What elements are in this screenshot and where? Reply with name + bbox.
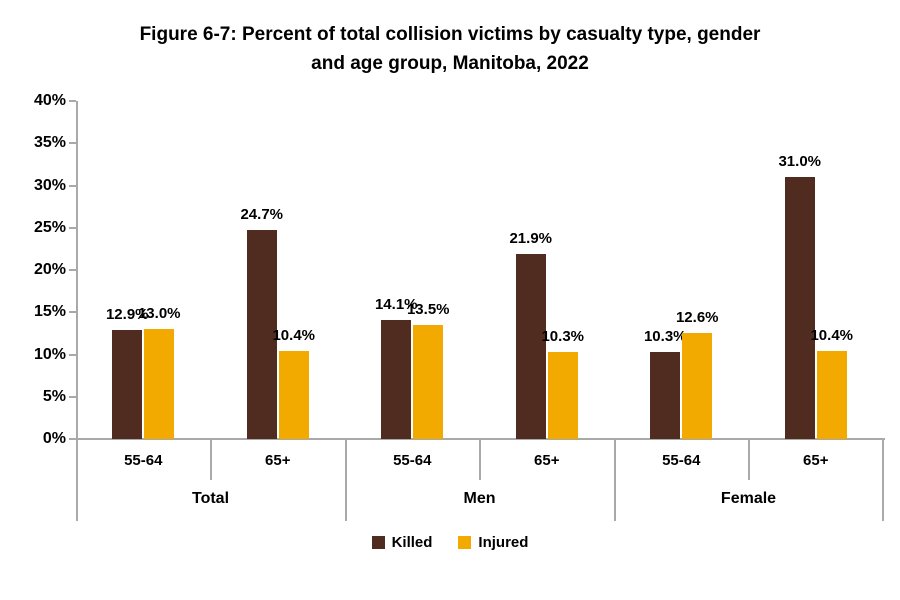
bar-value-label: 14.1% — [374, 295, 418, 313]
bar-injured — [547, 351, 578, 439]
legend-swatch-killed — [371, 536, 385, 549]
y-axis-tick-mark — [69, 395, 76, 398]
bar-value-label: 12.9% — [105, 305, 149, 323]
bar-killed — [784, 177, 815, 439]
bar-injured — [682, 332, 713, 439]
legend-item-injured: Injured — [458, 534, 528, 551]
bar-killed — [650, 351, 681, 439]
chart-title-line-1: Figure 6-7: Percent of total collision v… — [139, 24, 761, 45]
bar-value-label: 21.9% — [509, 229, 553, 247]
legend-label: Injured — [478, 534, 529, 551]
bar-killed — [381, 319, 412, 439]
group-label: Female — [720, 490, 777, 507]
y-axis-tick-label: 35% — [33, 134, 66, 152]
y-axis-tick-label: 25% — [33, 218, 66, 236]
y-axis-tick-mark — [69, 353, 76, 356]
y-axis-tick-mark — [69, 100, 76, 102]
group-separator — [882, 439, 884, 521]
group-separator — [614, 439, 616, 521]
legend: Killed Injured — [0, 534, 900, 551]
bar-killed — [515, 253, 546, 439]
category-label: 55-64 — [662, 452, 701, 469]
y-axis-line — [76, 101, 78, 521]
group-label: Men — [463, 490, 496, 507]
category-separator — [209, 439, 212, 480]
legend-item-killed: Killed — [371, 534, 433, 551]
y-axis-tick-mark — [69, 269, 76, 271]
y-axis-tick-label: 5% — [42, 387, 66, 405]
bar-value-label: 10.3% — [643, 327, 687, 345]
y-axis-tick-mark — [69, 184, 76, 187]
bar-injured — [278, 351, 309, 439]
bar-value-label: 10.4% — [810, 327, 854, 345]
bar-injured — [816, 351, 847, 439]
y-axis-tick-label: 15% — [33, 303, 66, 321]
y-axis-tick-mark — [69, 311, 76, 314]
group-separator — [345, 439, 347, 521]
bar-value-label: 10.3% — [541, 327, 585, 345]
category-label: 65+ — [265, 452, 291, 469]
group-separator — [76, 439, 78, 521]
bar-value-label: 10.4% — [272, 327, 316, 345]
y-axis-tick-mark — [69, 142, 76, 145]
legend-label: Killed — [391, 534, 433, 551]
y-axis-tick-label: 30% — [33, 176, 66, 194]
bar-value-label: 13.5% — [406, 300, 450, 318]
category-label: 55-64 — [393, 452, 432, 469]
category-label: 65+ — [803, 452, 829, 469]
chart-title-line-2: and age group, Manitoba, 2022 — [311, 53, 589, 74]
bar-killed — [246, 230, 277, 439]
chart-title: Figure 6-7: Percent of total collision v… — [0, 20, 900, 78]
bar-value-label: 12.6% — [675, 308, 719, 326]
category-separator — [747, 439, 750, 480]
bar-value-label: 31.0% — [778, 153, 822, 171]
bar-killed — [112, 329, 143, 439]
category-label: 55-64 — [124, 452, 163, 469]
bar-injured — [413, 324, 444, 439]
bar-value-label: 13.0% — [137, 305, 181, 323]
bar-injured — [144, 329, 175, 439]
bar-value-label: 24.7% — [240, 206, 284, 224]
category-separator — [478, 439, 481, 480]
category-label: 65+ — [534, 452, 560, 469]
y-axis-tick-label: 20% — [33, 261, 66, 278]
y-axis-tick-label: 0% — [42, 430, 66, 447]
y-axis-tick-mark — [69, 226, 76, 229]
legend-swatch-injured — [458, 536, 472, 549]
x-axis-line — [69, 438, 885, 440]
y-axis-tick-label: 10% — [33, 345, 66, 363]
group-label: Total — [191, 490, 230, 507]
y-axis-tick-label: 40% — [33, 92, 66, 109]
